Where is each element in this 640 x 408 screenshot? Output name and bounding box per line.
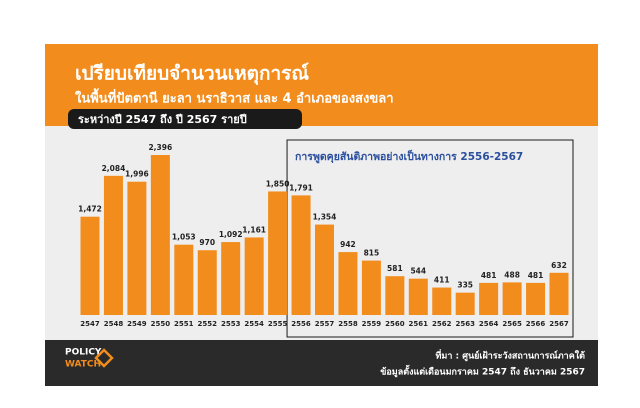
x-tick-label: 2554	[244, 320, 264, 328]
value-label: 581	[387, 264, 403, 273]
bar	[197, 250, 217, 315]
x-tick-label: 2553	[221, 320, 241, 328]
x-tick-label: 2555	[268, 320, 288, 328]
x-tick-label: 2559	[362, 320, 382, 328]
value-label: 335	[457, 281, 473, 290]
x-tick-label: 2562	[432, 320, 452, 328]
bar	[549, 272, 569, 315]
x-tick-label: 2564	[479, 320, 499, 328]
bar	[502, 282, 522, 315]
annotation: การพูดคุยสันติภาพอย่างเป็นทางการ 2556-25…	[295, 149, 523, 164]
x-tick-label: 2557	[315, 320, 335, 328]
value-label: 1,996	[125, 170, 149, 179]
bar	[315, 224, 334, 315]
title: เปรียบเทียบจำนวนเหตุการณ์	[75, 63, 309, 86]
value-label: 970	[199, 238, 215, 247]
value-label: 1,472	[78, 205, 102, 214]
logo-icon	[94, 348, 114, 368]
bar	[244, 237, 264, 315]
value-label: 1,791	[289, 183, 313, 192]
bar	[291, 195, 311, 315]
value-label: 411	[434, 276, 450, 285]
value-label: 632	[551, 261, 567, 270]
source: ที่มา : ศูนย์เฝ้าระวังสถานการณ์ภาคใต้	[435, 349, 585, 362]
x-tick-label: 2567	[549, 320, 569, 328]
value-label: 1,161	[242, 225, 266, 234]
value-label: 488	[504, 270, 520, 279]
value-label: 544	[410, 267, 426, 276]
x-tick-label: 2551	[174, 320, 194, 328]
bar	[455, 292, 475, 315]
bar	[80, 216, 100, 315]
bar	[526, 282, 546, 315]
x-tick-label: 2550	[151, 320, 171, 328]
x-tick-label: 2552	[198, 320, 218, 328]
x-tick-label: 2549	[127, 320, 147, 328]
bar	[432, 287, 452, 315]
x-tick-label: 2548	[104, 320, 124, 328]
value-label: 815	[364, 249, 380, 258]
bar	[268, 191, 288, 315]
period: ระหว่างปี 2547 ถึง ปี 2567 รายปี	[78, 113, 247, 126]
value-label: 2,084	[102, 164, 126, 173]
x-tick-label: 2565	[502, 320, 522, 328]
x-tick-label: 2556	[291, 320, 311, 328]
bar	[338, 252, 358, 315]
bar	[361, 260, 381, 315]
bar	[385, 276, 405, 315]
bar	[150, 155, 170, 315]
x-tick-label: 2566	[526, 320, 546, 328]
bar	[174, 244, 194, 315]
value-label: 2,396	[148, 143, 172, 152]
x-tick-label: 2547	[80, 320, 100, 328]
logo-line: POLICY	[65, 348, 102, 358]
bar	[103, 175, 123, 315]
bar	[408, 278, 428, 315]
footer-band	[45, 340, 598, 386]
x-tick-label: 2561	[409, 320, 429, 328]
period-pill	[68, 109, 302, 129]
x-tick-label: 2563	[455, 320, 475, 328]
bar	[479, 282, 499, 315]
value-label: 1,850	[266, 179, 290, 188]
x-tick-label: 2560	[385, 320, 405, 328]
bar	[221, 242, 241, 315]
value-label: 1,354	[313, 213, 337, 222]
value-label: 1,053	[172, 233, 196, 242]
bar	[127, 181, 147, 315]
logo-line: WATCH	[65, 360, 101, 370]
subtitle: ในพื้นที่ปัตตานี ยะลา นราธิวาส และ 4 อำเ…	[75, 88, 394, 107]
x-tick-label: 2558	[338, 320, 358, 328]
value-label: 481	[481, 271, 497, 280]
value-label: 481	[528, 271, 544, 280]
value-label: 942	[340, 240, 356, 249]
note: ข้อมูลตั้งแต่เดือนมกราคม 2547 ถึง ธันวาค…	[380, 365, 585, 378]
value-label: 1,092	[219, 230, 243, 239]
